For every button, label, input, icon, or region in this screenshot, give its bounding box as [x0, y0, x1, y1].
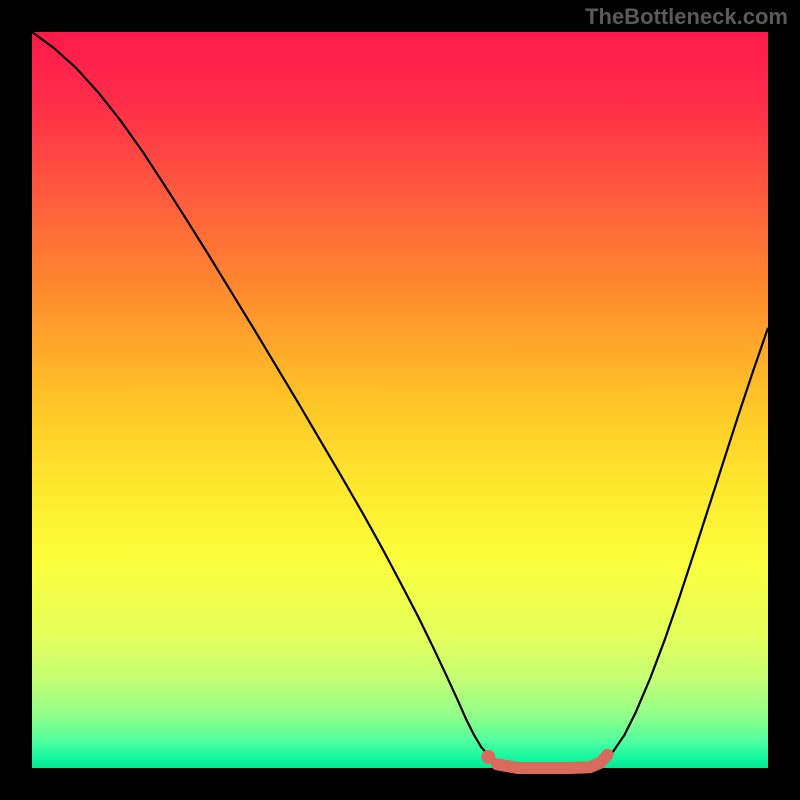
watermark-text: TheBottleneck.com — [585, 4, 788, 30]
chart-svg — [0, 0, 800, 800]
highlight-start-dot — [481, 750, 495, 764]
chart-container: TheBottleneck.com — [0, 0, 800, 800]
